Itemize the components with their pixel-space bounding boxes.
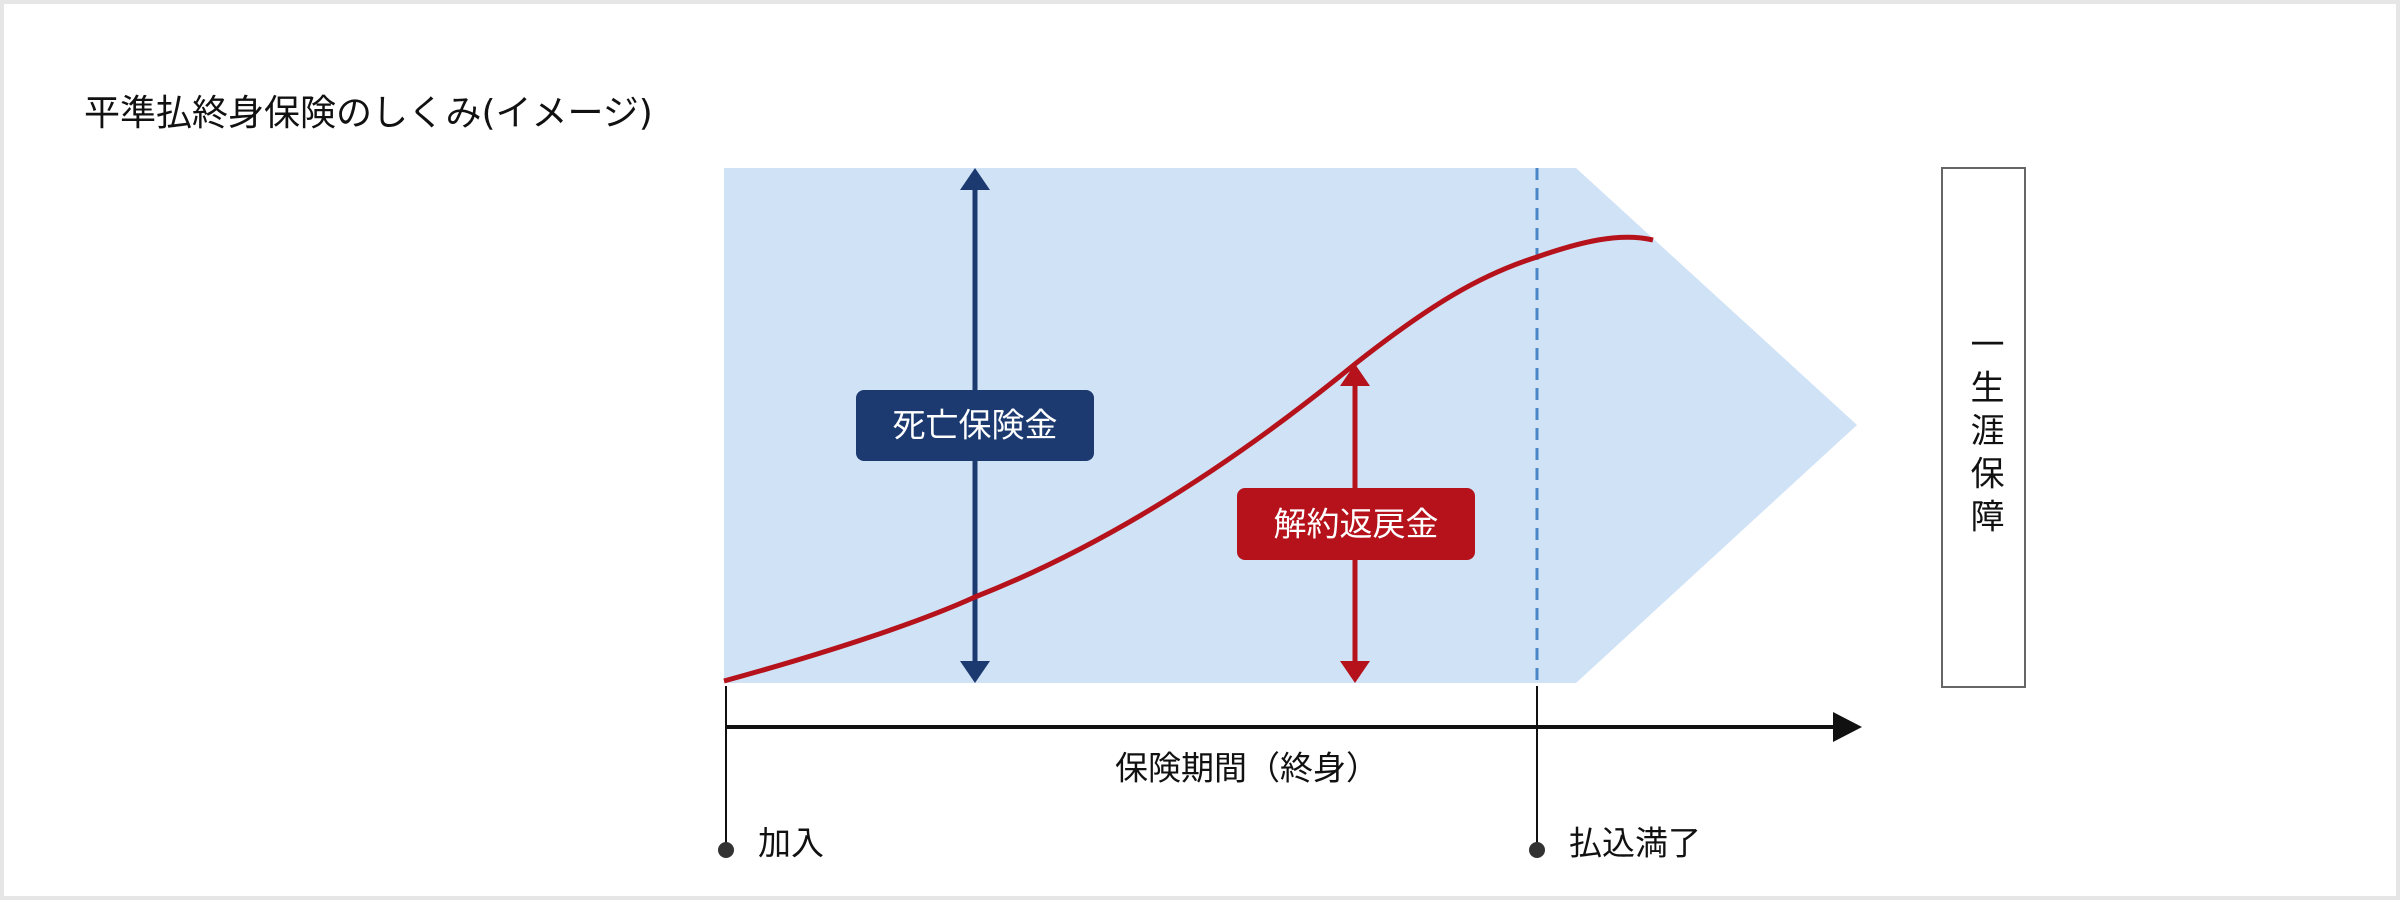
death-benefit-label: 死亡保険金 [893,406,1058,445]
payment-end-label: 払込満了 [1569,824,1701,863]
surrender-value-curve [723,234,1654,684]
payment-end-dot [1529,842,1545,858]
arrow-head [960,661,990,683]
arrow-head [960,168,990,190]
axis-arrow-head [1833,712,1862,742]
page-title: 平準払終身保険のしくみ(イメージ) [84,93,653,134]
start-label: 加入 [758,824,824,863]
lifetime-box [1941,167,2026,688]
surrender-value-box [1237,488,1475,560]
arrow-head [1340,364,1370,386]
death-benefit-box [856,390,1094,461]
period-label: 保険期間（終身） [1115,749,1379,788]
surrender-value-label: 解約返戻金 [1274,505,1439,544]
start-dot [718,842,734,858]
lifetime-label: 一生涯保障 [1964,327,2004,542]
arrow-head [1340,661,1370,683]
coverage-area [724,168,1857,683]
